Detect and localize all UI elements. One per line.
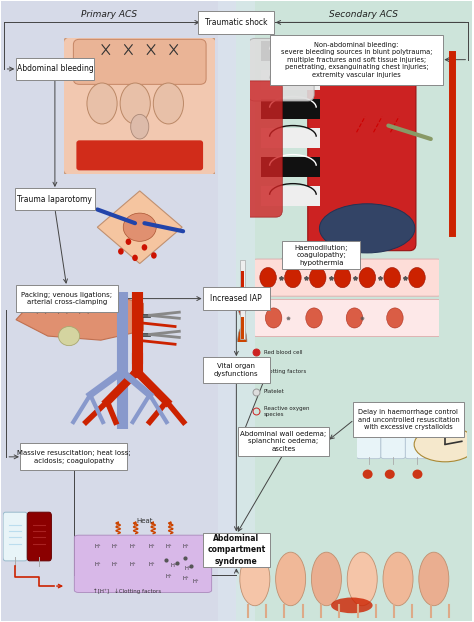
Text: Increased IAP: Increased IAP: [210, 294, 262, 303]
Text: Secondary ACS: Secondary ACS: [329, 10, 398, 19]
FancyBboxPatch shape: [270, 34, 443, 85]
FancyBboxPatch shape: [203, 532, 270, 567]
FancyBboxPatch shape: [16, 58, 94, 80]
FancyBboxPatch shape: [20, 443, 127, 470]
FancyBboxPatch shape: [15, 188, 95, 210]
Text: Packing; venous ligations;
arterial cross-clamping: Packing; venous ligations; arterial cros…: [21, 292, 112, 305]
Bar: [237, 1, 472, 621]
FancyBboxPatch shape: [203, 357, 270, 383]
Text: Primary ACS: Primary ACS: [81, 10, 137, 19]
FancyBboxPatch shape: [238, 427, 328, 455]
FancyBboxPatch shape: [199, 11, 274, 34]
Text: Vital organ
dysfunctions: Vital organ dysfunctions: [214, 363, 259, 377]
Text: Abdominal wall oedema;
splanchnic oedema;
ascites: Abdominal wall oedema; splanchnic oedema…: [240, 431, 327, 452]
Text: Trauma laparotomy: Trauma laparotomy: [18, 195, 92, 204]
FancyBboxPatch shape: [16, 285, 118, 312]
Text: Non-abdominal bleeding:
severe bleeding sources in blunt polytrauma;
multiple fr: Non-abdominal bleeding: severe bleeding …: [281, 42, 432, 78]
Text: Delay in haemorrhage control
and uncontrolled resuscitation
with excessive cryst: Delay in haemorrhage control and uncontr…: [357, 409, 459, 430]
FancyBboxPatch shape: [203, 287, 270, 310]
Text: Haemodilution;
coagulopathy;
hypothermia: Haemodilution; coagulopathy; hypothermia: [294, 244, 348, 266]
FancyBboxPatch shape: [353, 402, 464, 437]
Text: Massive resuscitation; heat loss;
acidosis; coagulopathy: Massive resuscitation; heat loss; acidos…: [17, 450, 131, 463]
Bar: [0, 1, 237, 621]
Bar: [218, 1, 255, 621]
Text: Traumatic shock: Traumatic shock: [205, 18, 268, 27]
FancyBboxPatch shape: [282, 241, 360, 269]
Text: Abdominal bleeding: Abdominal bleeding: [17, 65, 93, 73]
Text: Abdominal
compartment
syndrome: Abdominal compartment syndrome: [207, 534, 265, 565]
